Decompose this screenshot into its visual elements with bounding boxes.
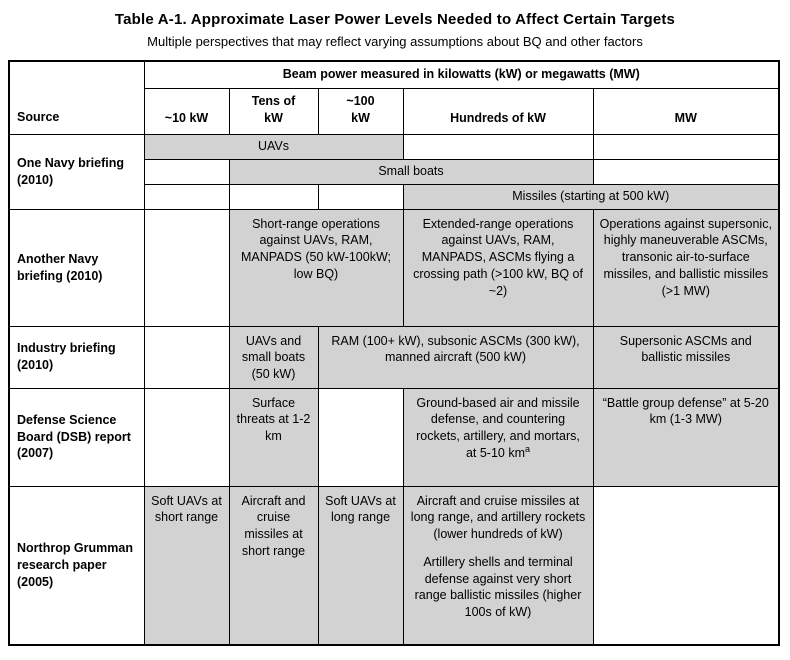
- page-title: Table A-1. Approximate Laser Power Level…: [114, 11, 676, 28]
- empty-cell: [592, 133, 780, 160]
- empty-cell: [228, 183, 319, 210]
- cell-one-navy-missiles: Missiles (starting at 500 kW): [402, 183, 780, 210]
- page-subtitle: Multiple perspectives that may reflect v…: [147, 34, 643, 49]
- cell-dsb-ground-based: Ground-based air and missile defense, an…: [402, 387, 594, 487]
- empty-cell: [143, 387, 230, 487]
- cell-another-navy-extended-range: Extended-range operations against UAVs, …: [402, 208, 594, 327]
- column-header-100kw-label: ~100 kW: [346, 94, 375, 125]
- column-header-source: Source: [8, 60, 145, 135]
- empty-cell: [592, 485, 780, 646]
- cell-northrop-hundreds: Aircraft and cruise missiles at long ran…: [402, 485, 594, 646]
- empty-cell: [317, 183, 404, 210]
- empty-cell: [317, 387, 404, 487]
- empty-cell: [143, 208, 230, 327]
- cell-another-navy-short-range: Short-range operations against UAVs, RAM…: [228, 208, 404, 327]
- cell-northrop-soft-uavs-short: Soft UAVs at short range: [143, 485, 230, 646]
- cell-industry-supersonic-ascms: Supersonic ASCMs and ballistic missiles: [592, 325, 780, 389]
- cell-northrop-aircraft-short: Aircraft and cruise missiles at short ra…: [228, 485, 319, 646]
- empty-cell: [143, 325, 230, 389]
- row-header-another-navy-briefing: Another Navy briefing (2010): [8, 208, 145, 327]
- cell-dsb-surface-threats: Surface threats at 1-2 km: [228, 387, 319, 487]
- column-header-mw-label: MW: [674, 110, 697, 125]
- empty-cell: [592, 158, 780, 185]
- cell-northrop-aircraft-long: Aircraft and cruise missiles at long ran…: [410, 493, 586, 542]
- column-header-hundreds-of-kw-label: Hundreds of kW: [450, 110, 546, 125]
- row-header-dsb-report: Defense Science Board (DSB) report (2007…: [8, 387, 145, 487]
- cell-industry-ram-ascms-aircraft: RAM (100+ kW), subsonic ASCMs (300 kW), …: [317, 325, 594, 389]
- cell-one-navy-small-boats: Small boats: [228, 158, 594, 185]
- cell-northrop-soft-uavs-long: Soft UAVs at long range: [317, 485, 404, 646]
- column-header-tens-of-kw-label: Tens of kW: [251, 94, 296, 125]
- cell-dsb-battle-group-defense: “Battle group defense” at 5-20 km (1-3 M…: [592, 387, 780, 487]
- cell-one-navy-uavs: UAVs: [143, 133, 404, 160]
- column-header-tens-of-kw: Tens of kW: [228, 87, 319, 135]
- empty-cell: [143, 183, 230, 210]
- table-header-beam-power: Beam power measured in kilowatts (kW) or…: [143, 60, 780, 89]
- footnote-marker-a: a: [525, 443, 531, 454]
- cell-northrop-artillery-shells: Artillery shells and terminal defense ag…: [414, 554, 582, 619]
- row-header-one-navy-briefing: One Navy briefing (2010): [8, 133, 145, 210]
- column-header-hundreds-of-kw: Hundreds of kW: [402, 87, 594, 135]
- column-header-100kw: ~100 kW: [317, 87, 404, 135]
- cell-industry-uavs-small-boats: UAVs and small boats (50 kW): [228, 325, 319, 389]
- column-header-10kw-label: ~10 kW: [164, 110, 209, 125]
- empty-cell: [143, 158, 230, 185]
- row-header-industry-briefing: Industry briefing (2010): [8, 325, 145, 389]
- empty-cell: [402, 133, 594, 160]
- row-header-northrop-grumman: Northrop Grumman research paper (2005): [8, 485, 145, 646]
- laser-power-table: Source Beam power measured in kilowatts …: [8, 60, 781, 646]
- column-header-mw: MW: [592, 87, 780, 135]
- cell-another-navy-mw: Operations against supersonic, highly ma…: [592, 208, 780, 327]
- column-header-10kw: ~10 kW: [143, 87, 230, 135]
- cell-dsb-ground-based-text: Ground-based air and missile defense, an…: [416, 395, 580, 460]
